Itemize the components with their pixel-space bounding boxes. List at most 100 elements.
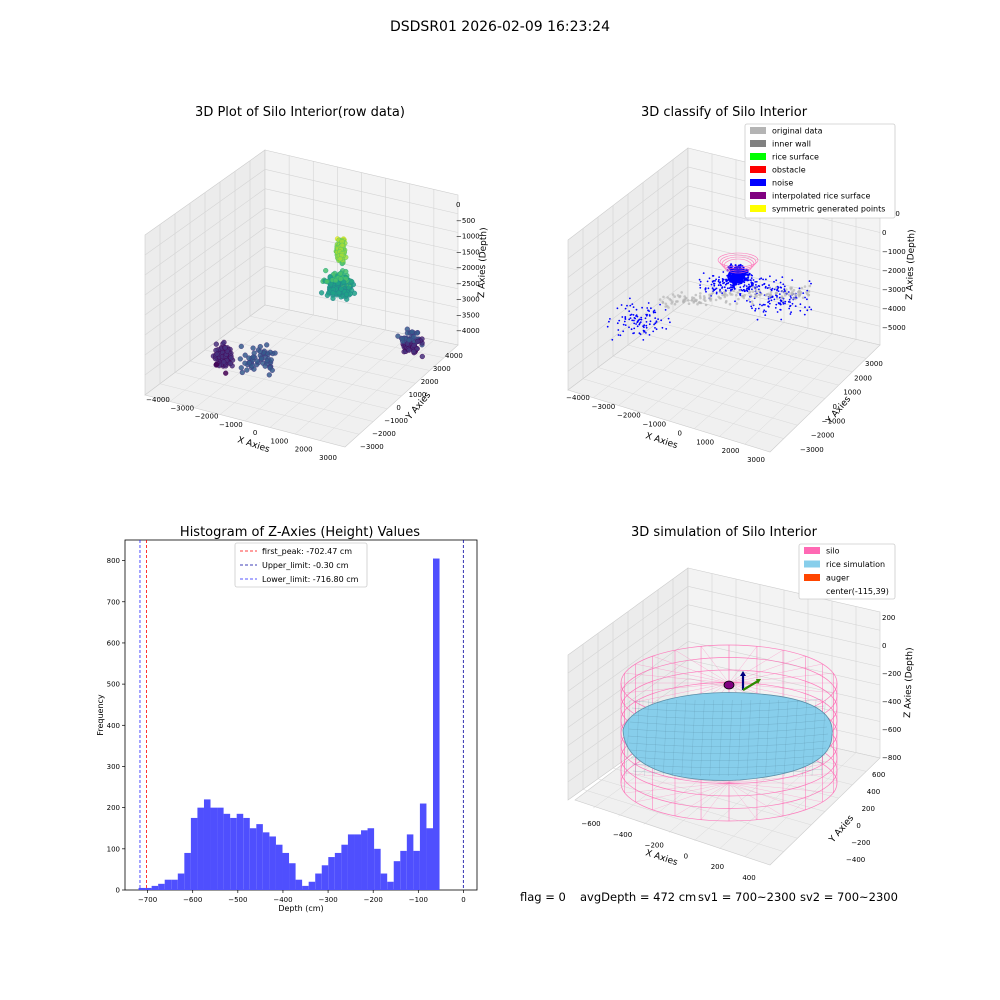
noise-point [647, 302, 650, 304]
noise-point [659, 303, 661, 306]
noise-point [616, 307, 619, 310]
original-point [718, 290, 722, 294]
original-point [759, 292, 763, 296]
noise-point [715, 292, 718, 295]
interpolated-surface-ring [721, 256, 755, 272]
noise-point [714, 288, 717, 291]
noise-point [641, 306, 643, 309]
noise-point [618, 319, 621, 322]
noise-point [734, 300, 736, 303]
noise-point [751, 307, 753, 310]
noise-point [745, 289, 748, 291]
noise-point [617, 334, 620, 336]
noise-point [636, 325, 639, 328]
hist-ytick: 700 [107, 598, 120, 606]
original-point [769, 290, 773, 294]
raw-point [338, 286, 344, 292]
noise-point [779, 302, 781, 305]
hist-axes-ticks: −700 −600 −500 −400 −300 −200 −100 0 0 100 200 300 4… [107, 557, 466, 904]
noise-point [649, 320, 652, 323]
hist-bar [393, 861, 401, 890]
hist-bar [256, 824, 263, 890]
noise-point [664, 309, 667, 311]
original-point [723, 290, 726, 294]
noise-point [726, 274, 729, 277]
hist-legend: first_peak: -702.47 cm Upper_limit: -0.30… [234, 542, 368, 588]
original-point [670, 302, 673, 305]
raw-point [269, 367, 275, 373]
original-point [785, 288, 788, 291]
noise-point [643, 324, 646, 327]
original-point [742, 295, 745, 298]
noise-point [648, 314, 651, 316]
classify-xtick: −4000 [566, 394, 590, 402]
classify-xtick: 0 [677, 429, 681, 437]
hist-bar [164, 879, 172, 890]
classify-xtick: −1000 [642, 421, 666, 429]
original-point [755, 288, 758, 291]
original-point [750, 300, 754, 303]
original-point [801, 296, 805, 300]
legend-label: interpolated rice surface [772, 192, 870, 201]
noise-point [737, 272, 740, 275]
noise-point [733, 288, 736, 290]
sim-legend-swatch [804, 547, 820, 554]
original-point [752, 285, 755, 289]
raw-point [414, 346, 420, 352]
footer-sv1: sv1 = 700~2300 [698, 890, 796, 904]
noise-point [778, 293, 781, 295]
noise-point [762, 303, 765, 306]
raw-point [257, 348, 263, 355]
raw-point [341, 279, 347, 285]
original-point [708, 296, 711, 299]
original-point [758, 289, 761, 293]
hist-ytick: 200 [107, 804, 120, 812]
raw-ytick: 3000 [433, 365, 451, 373]
classify-xtick: −2000 [617, 412, 641, 420]
noise-point [718, 276, 720, 278]
hist-bar [387, 881, 394, 890]
noise-point [624, 318, 627, 320]
noise-point [777, 290, 780, 292]
raw-point [319, 290, 325, 296]
noise-point [751, 282, 754, 284]
noise-point [784, 302, 786, 305]
noise-point [810, 282, 812, 285]
noise-point [773, 280, 775, 283]
noise-point [751, 274, 753, 277]
noise-point [769, 275, 771, 278]
noise-point [779, 299, 782, 302]
noise-point [765, 310, 767, 313]
raw-tick-labels: −4000−3000−2000−100001000200030004000300… [146, 201, 480, 462]
noise-point [743, 284, 746, 286]
noise-point [636, 315, 639, 318]
noise-point [739, 294, 742, 297]
noise-point [705, 290, 707, 293]
rice-surface [622, 692, 833, 781]
noise-point [732, 282, 736, 285]
noise-point [620, 304, 623, 306]
classify-xtick: 1000 [696, 438, 714, 446]
original-point [724, 301, 728, 304]
noise-point [735, 281, 738, 284]
original-point [696, 302, 699, 306]
noise-point [727, 276, 730, 279]
raw-point [214, 362, 220, 368]
raw-point [264, 342, 270, 348]
hist-bars [138, 558, 440, 890]
noise-point [746, 278, 749, 282]
rice-surface-mesh [622, 692, 833, 781]
original-point [783, 291, 786, 295]
sim-legend-entries: silo rice simulation auger center(-115,39) [804, 547, 889, 596]
noise-point [768, 302, 771, 305]
raw-point [333, 277, 339, 284]
classify-point-cloud [606, 252, 813, 341]
noise-point [759, 303, 761, 306]
noise-point [763, 283, 765, 286]
original-point [732, 289, 735, 293]
noise-point [779, 286, 782, 289]
noise-point [748, 285, 751, 288]
raw-ytick: 1000 [409, 391, 427, 399]
original-point [664, 305, 667, 308]
status-footer: flag = 0 avgDepth = 472 cm sv1 = 700~230… [520, 890, 898, 904]
